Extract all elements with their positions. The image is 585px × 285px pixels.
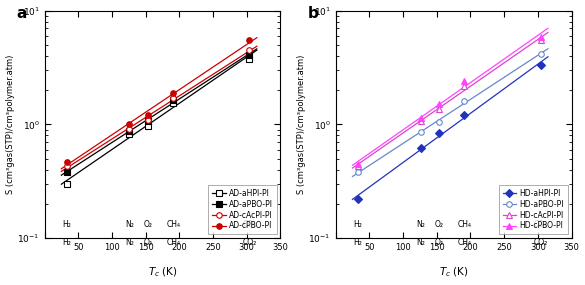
Text: H₂: H₂ (63, 238, 71, 247)
Text: O₂: O₂ (435, 220, 444, 229)
Text: CO₂: CO₂ (534, 220, 548, 229)
Text: N₂: N₂ (125, 238, 134, 247)
Y-axis label: S (cm³gas(STP)/cm³polymer.atm): S (cm³gas(STP)/cm³polymer.atm) (297, 55, 306, 194)
Text: b: b (307, 6, 318, 21)
Text: CO₂: CO₂ (242, 220, 256, 229)
Text: H₂: H₂ (63, 220, 71, 229)
Text: H₂: H₂ (353, 220, 362, 229)
Text: O₂: O₂ (144, 220, 153, 229)
Text: CO₂: CO₂ (534, 238, 548, 247)
Text: N₂: N₂ (416, 238, 425, 247)
Text: N₂: N₂ (125, 220, 134, 229)
Y-axis label: S (cm³gas(STP)/cm³polymer.atm): S (cm³gas(STP)/cm³polymer.atm) (5, 55, 15, 194)
Text: CH₄: CH₄ (457, 220, 472, 229)
Text: CH₄: CH₄ (457, 238, 472, 247)
Text: CO₂: CO₂ (242, 238, 256, 247)
Text: H₂: H₂ (353, 238, 362, 247)
Legend: AD-aHPI-PI, AD-aPBO-PI, AD-cAcPI-PI, AD-cPBO-PI: AD-aHPI-PI, AD-aPBO-PI, AD-cAcPI-PI, AD-… (208, 185, 277, 234)
Text: N₂: N₂ (416, 220, 425, 229)
X-axis label: $T_c$ (K): $T_c$ (K) (439, 266, 469, 280)
Legend: HD-aHPI-PI, HD-aPBO-PI, HD-cAcPI-PI, HD-cPBO-PI: HD-aHPI-PI, HD-aPBO-PI, HD-cAcPI-PI, HD-… (499, 185, 567, 234)
X-axis label: $T_c$ (K): $T_c$ (K) (147, 266, 177, 280)
Text: CH₄: CH₄ (166, 238, 180, 247)
Text: O₂: O₂ (435, 238, 444, 247)
Text: a: a (16, 6, 26, 21)
Text: O₂: O₂ (144, 238, 153, 247)
Text: CH₄: CH₄ (166, 220, 180, 229)
